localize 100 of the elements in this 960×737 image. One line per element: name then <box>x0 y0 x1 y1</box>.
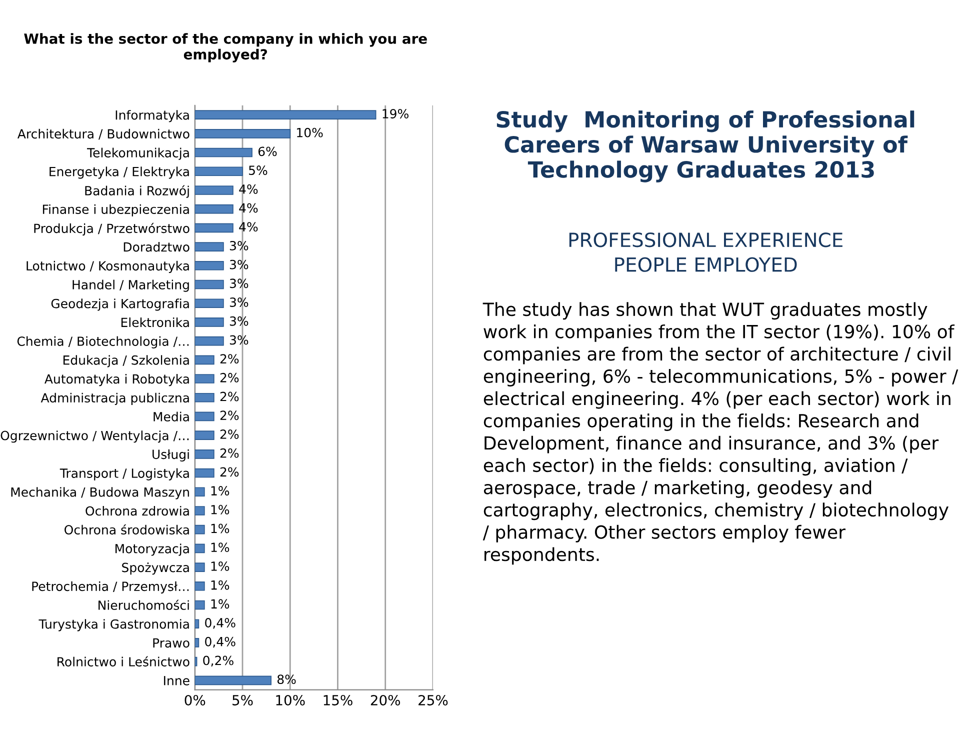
y-tick-label: Spożywcza <box>122 562 189 575</box>
y-tick-label: Motoryzacja <box>116 544 189 556</box>
bar <box>194 148 252 158</box>
y-tick-label: Geodezja i Kartografia <box>51 298 189 311</box>
bar <box>194 638 200 648</box>
x-tick-label: 10% <box>276 694 305 706</box>
data-label: 5% <box>249 166 268 176</box>
data-label: 2% <box>220 372 239 382</box>
bar <box>194 600 205 610</box>
data-label: 4% <box>239 203 258 213</box>
bar <box>194 280 224 290</box>
data-label: 4% <box>239 222 258 232</box>
y-tick-label: Ogrzewnictwo / Wentylacja /… <box>0 430 189 443</box>
y-tick-label: Automatyka i Robotyka <box>44 374 189 386</box>
bar <box>194 129 291 138</box>
y-tick-label: Architektura / Budownictwo <box>17 128 190 140</box>
bar <box>194 355 214 365</box>
x-tick-label: 20% <box>370 694 400 706</box>
y-tick-label: Inne <box>164 676 190 686</box>
bar <box>194 260 224 270</box>
y-tick-label: Doradztwo <box>124 242 190 252</box>
y-tick-label: Usługi <box>152 449 189 462</box>
bar <box>194 450 214 459</box>
bar <box>194 544 205 554</box>
text: The study has shown that WUT graduates mostly work in companies from the IT sector (19%). 10% of companies are from the sector of architecture / civil engineering, 6% - telecommunications, 5% - power / electrical engineering. 4% (per each sector) work in companies operating in the fields: Research and Development, finance and insurance, and 3% (per each sector) in the fields: consulting, aviation / aerospace, trade / marketing, geodesy and cartography, electronics, chemistry / biotechnology / pharmacy. Other sectors employ fewer respondents. <box>482 302 958 565</box>
bar <box>194 166 243 176</box>
data-label: 4% <box>239 184 258 194</box>
bar <box>194 581 205 591</box>
data-label: 2% <box>220 392 239 402</box>
bar <box>194 430 214 440</box>
y-tick-label: Administracja publiczna <box>40 392 189 405</box>
data-label: 1% <box>211 524 230 534</box>
x-tick-label: 5% <box>232 694 253 706</box>
bar <box>194 204 234 214</box>
y-tick-label: Elektronika <box>121 317 189 328</box>
bar <box>194 242 224 252</box>
y-tick-label: Edukacja / Szkolenia <box>64 355 189 368</box>
data-label: 0,4% <box>205 636 236 648</box>
data-label: 3% <box>230 335 248 345</box>
data-label: 2% <box>220 467 239 477</box>
data-label: 0,4% <box>205 618 236 629</box>
bar <box>194 562 205 572</box>
bar <box>194 392 214 402</box>
bar <box>194 468 214 478</box>
bar <box>194 186 234 195</box>
data-label: 3% <box>230 278 248 288</box>
data-label: 1% <box>211 504 230 514</box>
bar <box>194 223 234 233</box>
bar <box>194 506 205 516</box>
y-tick-label: Informatyka <box>116 110 189 122</box>
data-label: 3% <box>230 298 248 307</box>
bar <box>194 318 224 327</box>
y-tick-label: Badania i Rozwój <box>85 185 189 198</box>
data-label: 1% <box>211 561 230 571</box>
data-label: 1% <box>211 542 230 552</box>
bar <box>194 374 214 384</box>
data-label: 1% <box>211 486 230 496</box>
y-tick-label: Produkcja / Przetwórstwo <box>34 222 190 236</box>
data-label: 1% <box>211 580 230 590</box>
y-tick-label: Petrochemia / Przemysł… <box>32 581 189 594</box>
y-tick-label: Rolnictwo i Leśnictwo <box>58 656 190 666</box>
bar <box>194 298 224 308</box>
data-label: 2% <box>220 448 239 458</box>
bar <box>194 336 224 346</box>
y-tick-label: Ochrona środowiska <box>64 524 189 535</box>
x-tick-label: 25% <box>418 694 448 706</box>
chart-title: What is the sector of the company in which you are employed? <box>24 33 427 62</box>
y-tick-label: Ochrona zdrowia <box>86 506 189 516</box>
data-label: 3% <box>230 316 248 326</box>
bar <box>194 676 272 686</box>
data-label: 10% <box>297 128 323 138</box>
y-tick-label: Finanse i ubezpieczenia <box>42 204 189 216</box>
x-tick-label: 0% <box>184 694 206 706</box>
data-label: 0,2% <box>203 656 234 666</box>
y-tick-label: Lotnictwo / Kosmonautyka <box>26 260 189 273</box>
y-tick-label: Transport / Logistyka <box>60 468 189 480</box>
data-label: 2% <box>220 354 239 364</box>
y-tick-label: Energetyka / Elektryka <box>50 166 189 179</box>
bar <box>194 487 205 497</box>
data-label: 2% <box>220 429 239 439</box>
data-label: 3% <box>230 240 248 250</box>
data-label: 3% <box>230 260 248 270</box>
text: Study Monitoring of Professional Careers of Warsaw University of Technology Graduates 2013 <box>496 110 914 182</box>
y-tick-label: Prawo <box>153 638 190 648</box>
y-tick-label: Chemia / Biotechnologia /… <box>17 336 189 348</box>
y-tick-label: Turystyka i Gastronomia <box>38 619 189 632</box>
y-tick-label: Telekomunikacja <box>87 148 189 160</box>
y-tick-label: Media <box>154 412 189 422</box>
text: PROFESSIONAL EXPERIENCE PEOPLE EMPLOYED <box>569 232 842 272</box>
data-label: 19% <box>382 108 408 118</box>
y-tick-label: Handel / Marketing <box>72 280 189 292</box>
bar <box>194 524 205 534</box>
bar <box>194 110 376 120</box>
data-label: 6% <box>258 146 277 156</box>
bar <box>194 412 214 422</box>
data-label: 2% <box>220 410 239 420</box>
y-tick-label: Nieruchomości <box>98 600 189 610</box>
x-tick-label: 15% <box>324 694 352 706</box>
data-label: 1% <box>211 599 230 609</box>
bar <box>194 619 200 629</box>
